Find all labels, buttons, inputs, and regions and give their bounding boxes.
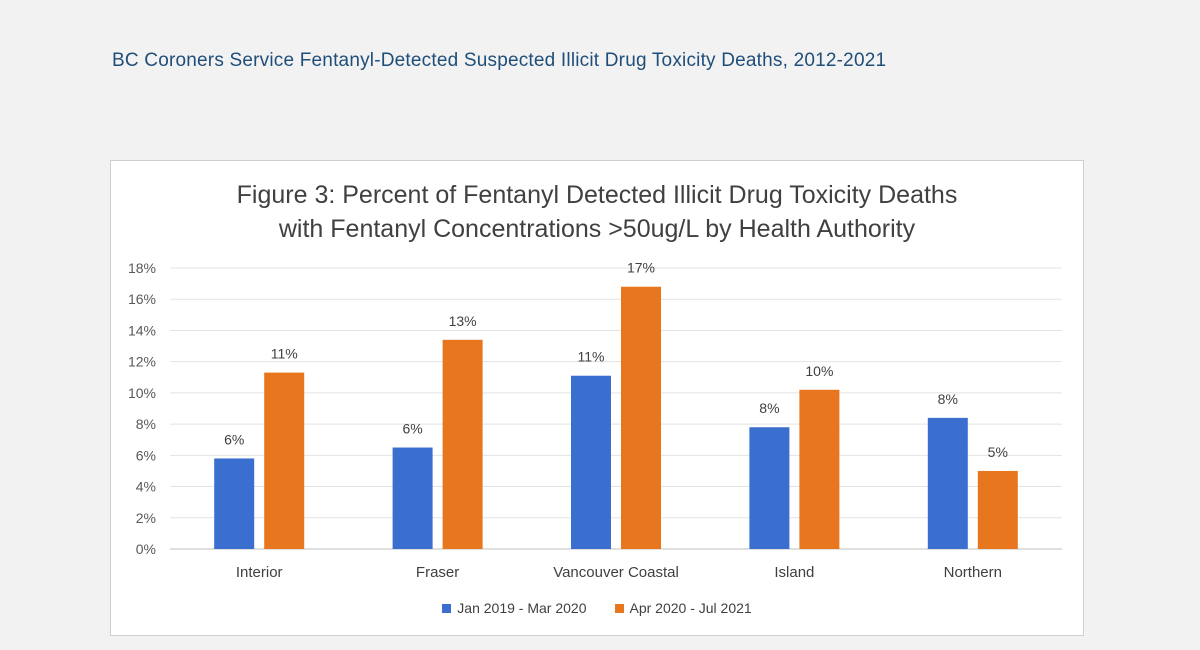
chart-subtitle: with Fentanyl Concentrations >50ug/L by … bbox=[278, 215, 916, 243]
data-label: 13% bbox=[449, 313, 477, 329]
y-tick-label: 14% bbox=[128, 322, 156, 338]
data-label: 8% bbox=[759, 400, 779, 416]
data-label: 5% bbox=[988, 444, 1008, 460]
x-category-label: Island bbox=[774, 564, 814, 581]
data-label: 17% bbox=[627, 260, 655, 276]
x-category-label: Fraser bbox=[416, 564, 459, 581]
bar-2-northern bbox=[977, 470, 1018, 549]
y-tick-label: 12% bbox=[128, 354, 156, 370]
page-header: BC Coroners Service Fentanyl-Detected Su… bbox=[112, 50, 887, 71]
y-tick-label: 6% bbox=[136, 447, 156, 463]
data-label: 6% bbox=[402, 421, 422, 437]
bar-2-island bbox=[799, 389, 840, 549]
bar-2-vancouver-coastal bbox=[621, 286, 661, 549]
data-label: 11% bbox=[578, 349, 605, 365]
y-tick-label: 0% bbox=[136, 541, 156, 557]
data-label: 11% bbox=[271, 346, 298, 362]
legend-swatch-series-2 bbox=[614, 603, 624, 613]
data-label: 8% bbox=[938, 391, 958, 407]
y-tick-label: 2% bbox=[136, 510, 156, 526]
data-label: 10% bbox=[805, 363, 833, 379]
bar-1-interior bbox=[214, 458, 255, 549]
bar-1-island bbox=[749, 427, 790, 549]
bar-1-vancouver-coastal bbox=[571, 375, 611, 549]
legend-swatch-series-1 bbox=[442, 603, 452, 613]
x-category-label: Vancouver Coastal bbox=[553, 564, 679, 581]
chart-title: Figure 3: Percent of Fentanyl Detected I… bbox=[236, 181, 958, 209]
bar-1-northern bbox=[927, 417, 968, 549]
chart-title-block: Figure 3: Percent of Fentanyl Detected I… bbox=[0, 178, 1194, 246]
y-tick-label: 16% bbox=[128, 291, 156, 307]
legend-label-series-1: Jan 2019 - Mar 2020 bbox=[457, 600, 587, 616]
x-category-label: Northern bbox=[944, 564, 1002, 581]
y-tick-label: 8% bbox=[136, 416, 156, 432]
x-category-label: Interior bbox=[236, 564, 283, 581]
legend-item-series-2: Apr 2020 - Jul 2021 bbox=[614, 600, 752, 616]
data-label: 6% bbox=[224, 431, 244, 447]
legend-item-series-1: Jan 2019 - Mar 2020 bbox=[442, 600, 587, 616]
legend-label-series-2: Apr 2020 - Jul 2021 bbox=[629, 600, 752, 616]
chart-legend: Jan 2019 - Mar 2020 Apr 2020 - Jul 2021 bbox=[0, 600, 1194, 616]
y-tick-label: 4% bbox=[136, 479, 156, 495]
bar-2-fraser bbox=[442, 339, 483, 549]
y-tick-label: 18% bbox=[128, 260, 156, 276]
bar-1-fraser bbox=[392, 447, 433, 549]
y-tick-label: 10% bbox=[128, 385, 156, 401]
bar-2-interior bbox=[264, 372, 305, 549]
